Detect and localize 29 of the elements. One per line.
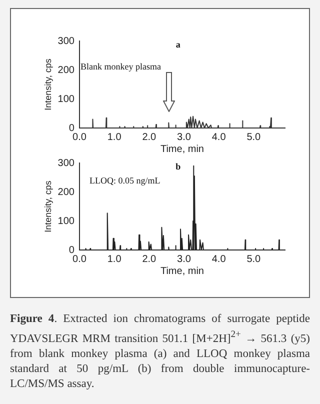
x-tick-label: 0.0 (72, 254, 87, 265)
y-tick-label: 200 (58, 186, 75, 198)
x-tick-label: 0.0 (72, 132, 87, 143)
x-axis-title: Time, min (160, 144, 204, 155)
caption: Figure 4. Extracted ion chromatograms of surrogate peptide YDAVSLEGR MRM transition 501.1 [M+2H]$^{2+}$ → 561.3 (y5) from blank monkey plasma (a) and LLOQ monkey plasma standard at 50 pg/mL (b) from double immunocapture-LC/MS/MS assay. (10, 312, 310, 392)
y-tick-label: 300 (58, 158, 75, 169)
x-tick-label: 5.0 (246, 132, 262, 143)
x-axis-title: Time, min (160, 266, 204, 277)
x-tick-label: 3.0 (177, 254, 192, 265)
annotation: Blank monkey plasma (80, 61, 161, 72)
x-tick-label: 2.0 (142, 132, 157, 143)
y-tick-label: 0 (68, 122, 75, 134)
y-tick-label: 200 (58, 64, 75, 76)
y-tick-label: 100 (58, 94, 75, 105)
annotation: a (176, 39, 181, 50)
x-tick-label: 1.0 (107, 132, 122, 143)
y-tick-label: 0 (68, 244, 75, 256)
y-axis-title: Intensity, cps (42, 180, 53, 232)
x-tick-label: 1.0 (107, 254, 122, 265)
annotation: LLOQ: 0.05 ng/mL (89, 175, 160, 186)
annotation: b (176, 161, 181, 172)
y-tick-label: 100 (58, 216, 75, 227)
x-tick-label: 2.0 (142, 254, 157, 265)
x-tick-label: 4.0 (212, 132, 226, 143)
y-tick-label: 300 (58, 36, 75, 47)
y-axis-title: Intensity, cps (42, 58, 53, 110)
x-tick-label: 4.0 (212, 254, 226, 265)
x-tick-label: 5.0 (246, 254, 262, 265)
x-tick-label: 3.0 (177, 132, 192, 143)
